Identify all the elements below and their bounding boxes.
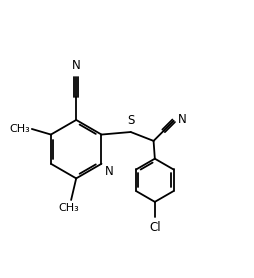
Text: CH₃: CH₃ <box>10 124 30 134</box>
Text: N: N <box>105 165 113 178</box>
Text: S: S <box>127 115 135 127</box>
Text: N: N <box>72 59 81 72</box>
Text: CH₃: CH₃ <box>58 203 79 213</box>
Text: N: N <box>178 113 187 126</box>
Text: Cl: Cl <box>149 221 161 234</box>
